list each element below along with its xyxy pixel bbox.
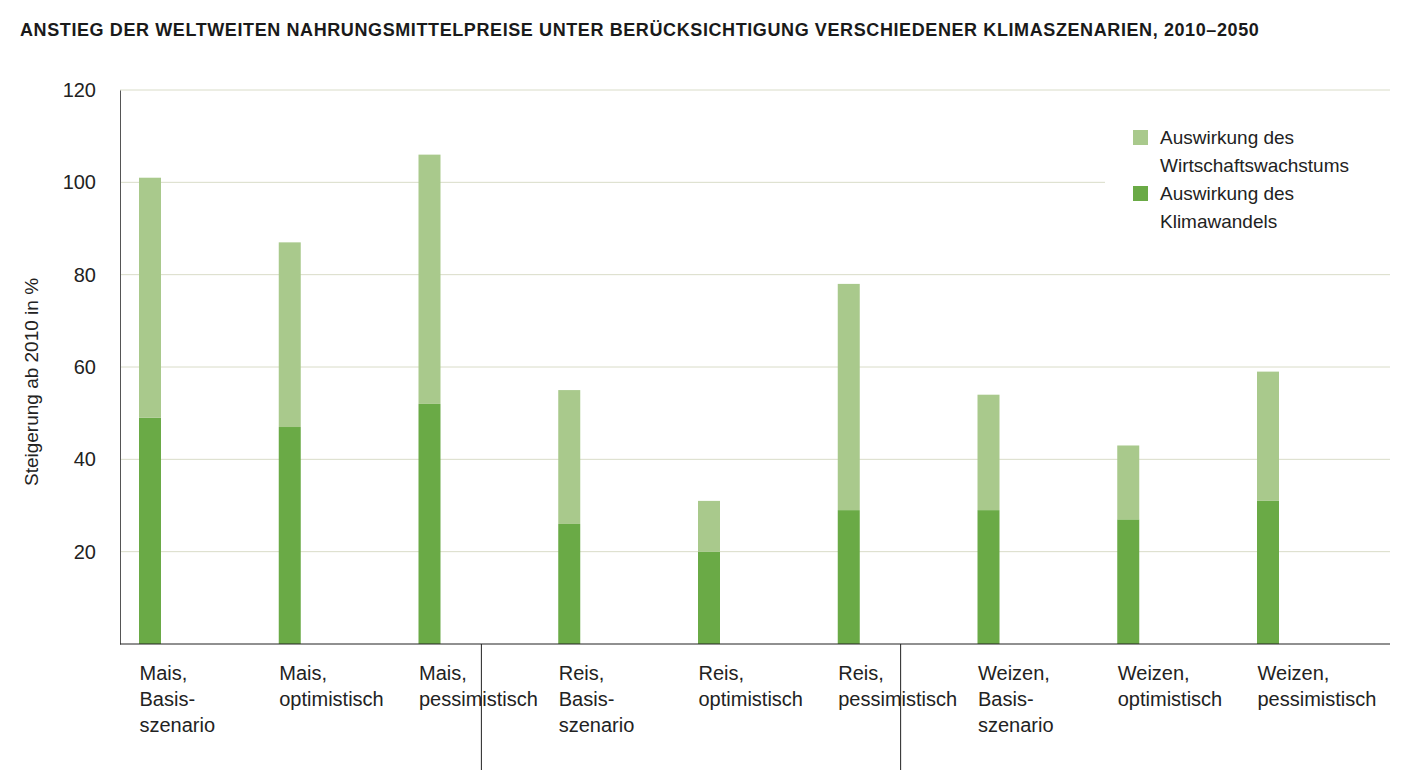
x-tick-label: Weizen,pessimistisch — [1258, 662, 1377, 710]
x-tick: Weizen,pessimistisch — [1258, 644, 1377, 710]
x-tick: Reis,pessimistisch — [838, 644, 957, 710]
group-separator — [900, 644, 901, 770]
y-tick: 80 — [74, 264, 120, 286]
y-tick-label: 120 — [63, 79, 96, 101]
bar-segment — [1117, 519, 1139, 644]
legend-swatch — [1133, 130, 1148, 145]
x-tick: Mais,optimistisch — [279, 644, 383, 710]
y-tick-label: 80 — [74, 264, 96, 286]
bar-segment — [1117, 445, 1139, 519]
group-separator — [481, 644, 482, 770]
bar-segment — [558, 390, 580, 524]
y-tick: 40 — [74, 448, 120, 470]
x-axis-line — [120, 643, 1390, 644]
bar-segment — [419, 155, 441, 404]
bar-segment — [139, 178, 161, 418]
y-axis-line — [120, 91, 121, 645]
x-tick-label: Weizen,optimistisch — [1118, 662, 1222, 710]
legend: Auswirkung desWirtschaftswachstums Auswir… — [1105, 118, 1390, 248]
y-axis: 20 40 60 80 100 120 — [63, 79, 121, 645]
series — [139, 404, 1279, 644]
y-tick: 100 — [63, 171, 120, 193]
title: ANSTIEG DER WELTWEITEN NAHRUNGSMITTELPRE… — [20, 20, 1259, 40]
y-tick: 120 — [63, 79, 120, 101]
chart: ANSTIEG DER WELTWEITEN NAHRUNGSMITTELPRE… — [0, 0, 1426, 770]
bar-segment — [838, 510, 860, 644]
grid-line — [120, 274, 1390, 275]
bar-segment — [1257, 372, 1279, 501]
grid-line — [120, 459, 1390, 460]
legend-background — [1105, 118, 1390, 248]
bar-segment — [978, 395, 1000, 510]
bar-segment — [139, 418, 161, 644]
x-tick-label: Reis,optimistisch — [699, 662, 803, 710]
legend-label: Auswirkung desKlimawandels — [1160, 183, 1294, 232]
bar-segment — [698, 501, 720, 552]
x-tick: Mais,pessimistisch — [419, 644, 538, 710]
bar-segment — [279, 427, 301, 644]
bar-segment — [1257, 501, 1279, 644]
y-tick: 60 — [74, 356, 120, 378]
y-tick-label: 20 — [74, 541, 96, 563]
bar-segment — [838, 284, 860, 510]
x-tick-label: Weizen,Basis-szenario — [978, 662, 1054, 736]
x-tick: Reis,optimistisch — [699, 644, 803, 710]
x-tick: Mais,Basis-szenario — [140, 644, 216, 736]
y-tick-label: 100 — [63, 171, 96, 193]
bar-segment — [978, 510, 1000, 644]
bar-segment — [698, 552, 720, 644]
x-tick: Weizen,optimistisch — [1118, 644, 1222, 710]
grid — [120, 90, 1390, 552]
bar-segment — [279, 242, 301, 427]
grid-line — [120, 551, 1390, 552]
y-tick: 20 — [74, 541, 120, 563]
y-tick-label: 40 — [74, 448, 96, 470]
x-tick: Weizen,Basis-szenario — [978, 644, 1054, 736]
bar-segment — [419, 404, 441, 644]
y-tick-label: 60 — [74, 356, 96, 378]
grid-line — [120, 367, 1390, 368]
grid-line — [120, 90, 1390, 91]
bar-segment — [558, 524, 580, 644]
x-tick-label: Mais,pessimistisch — [419, 662, 538, 710]
x-tick-label: Mais,Basis-szenario — [140, 662, 216, 736]
y-axis-title: Steigerung ab 2010 in % — [21, 278, 42, 486]
legend-label: Auswirkung desWirtschaftswachstums — [1160, 127, 1349, 176]
background — [0, 0, 1426, 770]
x-tick-label: Reis,pessimistisch — [838, 662, 957, 710]
x-axis: Mais,Basis-szenario Mais,optimistisch Mais… — [140, 644, 1377, 736]
x-tick-label: Reis,Basis-szenario — [559, 662, 635, 736]
x-tick-label: Mais,optimistisch — [279, 662, 383, 710]
legend-swatch — [1133, 186, 1148, 201]
x-tick: Reis,Basis-szenario — [559, 644, 635, 736]
